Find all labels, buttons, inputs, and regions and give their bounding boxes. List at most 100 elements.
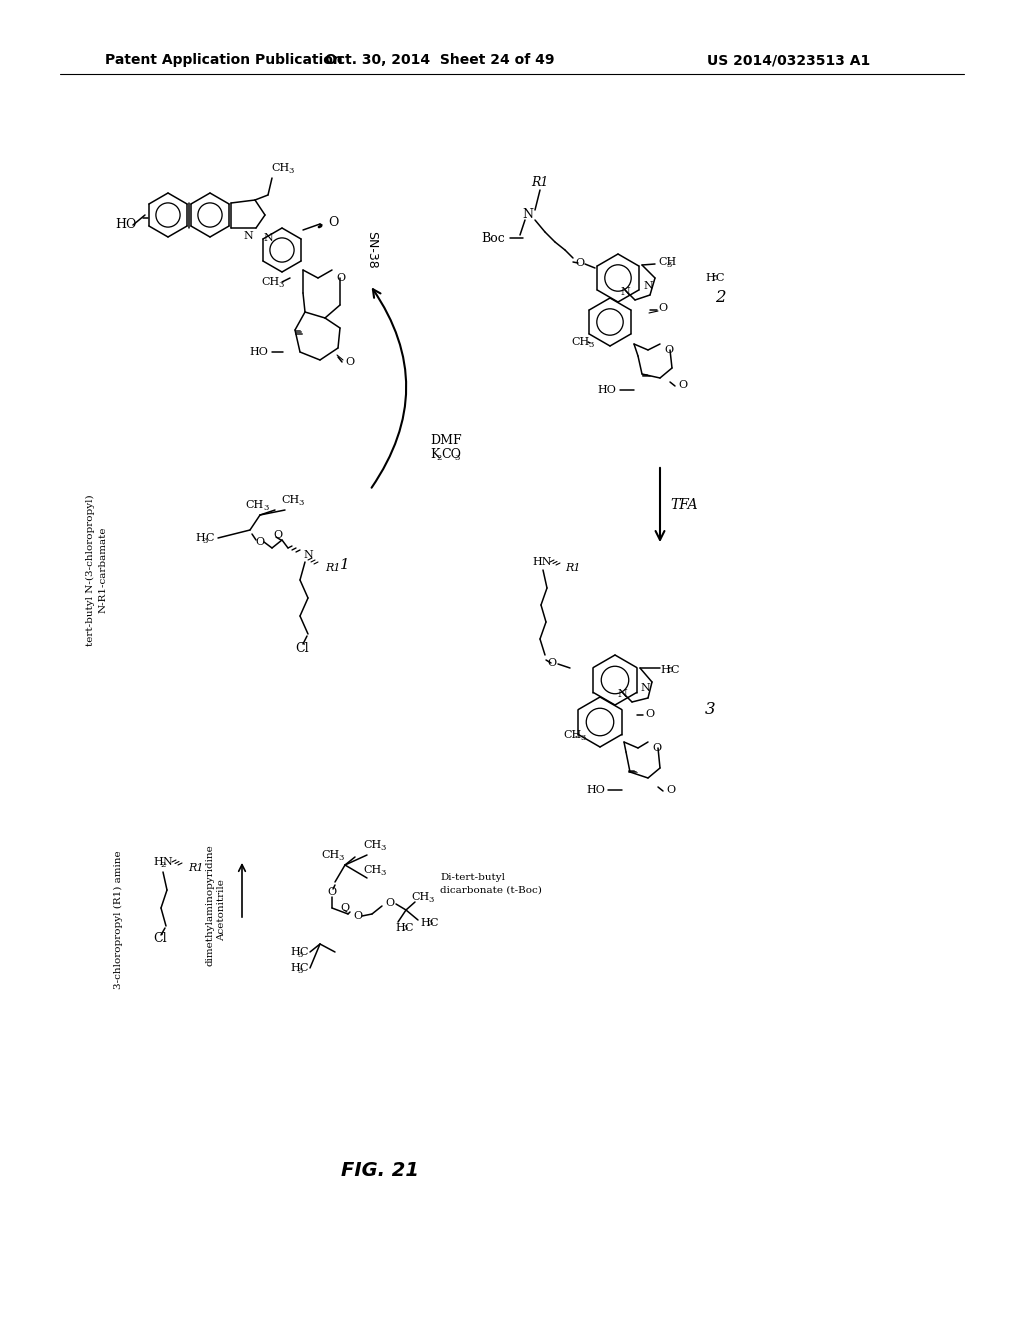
- Text: R1: R1: [188, 863, 204, 873]
- Text: CH: CH: [321, 850, 339, 861]
- Text: Cl: Cl: [295, 642, 309, 655]
- Text: 3: 3: [338, 854, 344, 862]
- Text: C: C: [300, 964, 308, 973]
- Text: CH: CH: [563, 730, 582, 741]
- Text: O: O: [645, 709, 654, 719]
- Text: HO: HO: [115, 219, 136, 231]
- Text: 3: 3: [298, 499, 304, 507]
- Text: CH: CH: [246, 500, 264, 510]
- Text: O: O: [328, 215, 338, 228]
- Text: US 2014/0323513 A1: US 2014/0323513 A1: [707, 53, 870, 67]
- Text: N: N: [303, 550, 313, 560]
- Text: N: N: [640, 682, 650, 693]
- Text: CH: CH: [261, 277, 280, 286]
- Text: N: N: [522, 209, 534, 222]
- Text: N: N: [617, 689, 627, 700]
- Text: O: O: [548, 657, 557, 668]
- Text: 3: 3: [402, 924, 408, 932]
- Text: H: H: [290, 964, 300, 973]
- Text: N: N: [243, 231, 253, 242]
- Text: H: H: [196, 533, 205, 543]
- Text: C: C: [671, 665, 679, 675]
- Text: N: N: [162, 857, 172, 867]
- FancyArrowPatch shape: [372, 289, 407, 487]
- Text: CH: CH: [271, 162, 289, 173]
- Text: CH: CH: [570, 337, 589, 347]
- Text: Boc: Boc: [481, 231, 505, 244]
- Text: 3: 3: [279, 281, 284, 289]
- Text: CH: CH: [411, 892, 429, 902]
- Text: C: C: [404, 923, 414, 933]
- Text: CH: CH: [281, 495, 299, 506]
- Text: N: N: [621, 286, 630, 297]
- Text: TFA: TFA: [670, 498, 697, 512]
- Text: O: O: [336, 273, 345, 282]
- Text: H: H: [706, 273, 715, 282]
- Text: O: O: [678, 380, 687, 389]
- Text: R1: R1: [565, 564, 581, 573]
- Text: H: H: [290, 946, 300, 957]
- Text: dicarbonate (t-Boc): dicarbonate (t-Boc): [440, 886, 542, 895]
- Text: CH: CH: [362, 865, 381, 875]
- Text: 3: 3: [454, 454, 460, 462]
- Text: 3: 3: [427, 919, 433, 927]
- Text: 5: 5: [668, 667, 673, 675]
- Text: 1: 1: [340, 558, 350, 572]
- Text: 3: 3: [705, 701, 716, 718]
- Text: O: O: [328, 887, 337, 898]
- Text: H: H: [660, 665, 670, 675]
- Text: FIG. 21: FIG. 21: [341, 1160, 419, 1180]
- Text: O: O: [575, 257, 585, 268]
- Text: HO: HO: [249, 347, 268, 356]
- Text: K: K: [430, 449, 439, 462]
- Text: Cl: Cl: [154, 932, 167, 945]
- Text: DMF: DMF: [430, 433, 462, 446]
- Text: 2: 2: [715, 289, 725, 306]
- Text: 3-chloropropyl (R1) amine: 3-chloropropyl (R1) amine: [114, 850, 123, 989]
- Text: R1: R1: [325, 564, 341, 573]
- Text: H: H: [154, 857, 163, 867]
- Text: R1: R1: [531, 176, 549, 189]
- Text: 2: 2: [161, 861, 166, 869]
- Text: SN-38: SN-38: [365, 231, 378, 269]
- Text: 3: 3: [263, 504, 268, 512]
- Text: O: O: [385, 898, 394, 908]
- Text: Oct. 30, 2014  Sheet 24 of 49: Oct. 30, 2014 Sheet 24 of 49: [326, 53, 555, 67]
- Text: 3: 3: [380, 869, 386, 876]
- Text: CH: CH: [658, 257, 676, 267]
- Text: C: C: [300, 946, 308, 957]
- Text: O: O: [353, 911, 362, 921]
- Text: O: O: [666, 785, 675, 795]
- Text: CH: CH: [362, 840, 381, 850]
- Text: 3: 3: [297, 950, 303, 960]
- Text: HN: HN: [532, 557, 552, 568]
- Text: N-R1-carbamate: N-R1-carbamate: [98, 527, 108, 614]
- Text: Patent Application Publication: Patent Application Publication: [105, 53, 343, 67]
- Text: 5: 5: [713, 275, 718, 282]
- Text: Di-tert-butyl: Di-tert-butyl: [440, 874, 505, 883]
- Text: O: O: [652, 743, 662, 752]
- Text: C: C: [716, 273, 724, 282]
- Text: dimethylaminopyridine: dimethylaminopyridine: [206, 843, 214, 966]
- Text: 3: 3: [589, 341, 594, 348]
- Text: O: O: [255, 537, 264, 546]
- Text: O: O: [273, 531, 283, 540]
- Text: O: O: [345, 356, 354, 367]
- Text: CO: CO: [441, 449, 461, 462]
- Text: 2: 2: [436, 454, 441, 462]
- Text: 3: 3: [203, 537, 208, 545]
- Text: 3: 3: [289, 168, 294, 176]
- Text: H: H: [395, 923, 404, 933]
- Text: HO: HO: [586, 785, 605, 795]
- Text: tert-butyl N-(3-chloropropyl): tert-butyl N-(3-chloropropyl): [85, 494, 94, 645]
- Text: N: N: [643, 281, 653, 290]
- Text: N: N: [263, 234, 272, 243]
- Text: 3: 3: [380, 843, 386, 851]
- Text: HO: HO: [597, 385, 616, 395]
- Text: C: C: [206, 533, 214, 543]
- Text: 3: 3: [428, 896, 434, 904]
- Text: 3: 3: [581, 734, 586, 742]
- Text: O: O: [664, 345, 673, 355]
- Text: 3: 3: [667, 261, 672, 269]
- Text: C: C: [430, 917, 438, 928]
